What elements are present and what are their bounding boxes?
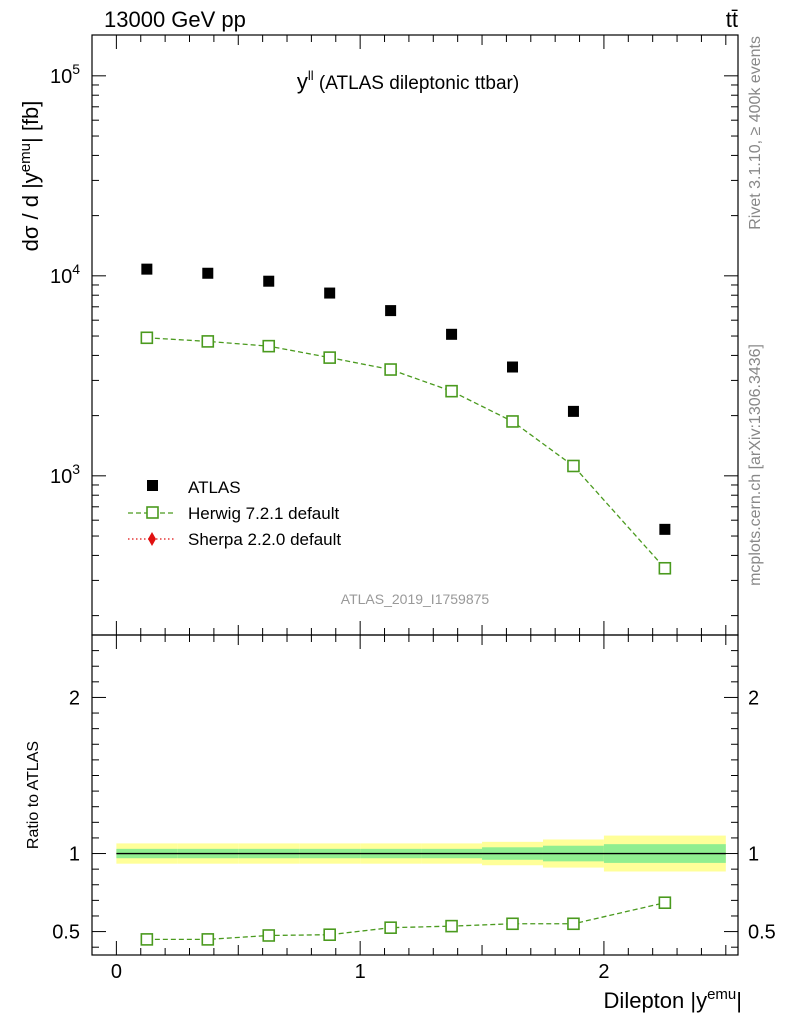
atlas-point (324, 287, 336, 299)
main-plot-title: yll (ATLAS dileptonic ttbar) (297, 68, 519, 94)
ratio-series (140, 896, 672, 946)
herwig-point (567, 459, 580, 473)
x-tick-label: 1 (355, 961, 366, 983)
herwig-ratio-point (140, 933, 154, 946)
herwig-ratio-point (201, 933, 215, 946)
ratio-plot-panel: 0.5 0.5 1 1 2 2 0 1 2 Ratio to ATLAS Dilepton |… (25, 634, 776, 1013)
rivet-version-label: Rivet 3.1.10, ≥ 400k events (747, 36, 764, 230)
legend-sherpa-label: Sherpa 2.2.0 default (188, 530, 341, 549)
herwig-ratio-point (323, 928, 336, 942)
herwig-point (262, 339, 276, 353)
herwig-point (140, 331, 154, 345)
herwig-point (201, 335, 215, 348)
herwig-ratio-point (506, 917, 519, 931)
main-plot-panel: 103 104 105 dσ / d |yemu| [fb] yll (ATLAS … (17, 34, 739, 636)
main-y-tick-label: 105 (50, 61, 80, 88)
legend-atlas-marker (147, 480, 158, 491)
herwig-point (445, 384, 458, 398)
x-axis-label: Dilepton |yemu| (604, 986, 742, 1013)
ratio-x-ticks: 0 1 2 (111, 635, 727, 983)
legend-herwig-label: Herwig 7.2.1 default (188, 504, 339, 523)
herwig-ratio-point (384, 921, 397, 934)
atlas-point (507, 361, 519, 373)
herwig-ratio-line (146, 902, 666, 941)
legend: ATLAS Herwig 7.2.1 default Sherpa 2.2.0 … (128, 478, 341, 549)
atlas-point (202, 267, 214, 279)
header-energy-label: 13000 GeV pp (104, 7, 246, 32)
herwig-point (384, 363, 397, 376)
herwig-point (323, 351, 336, 364)
herwig-ratio-point (658, 896, 672, 910)
atlas-point (659, 523, 671, 535)
ratio-y-tick-label: 1 (69, 844, 80, 866)
ratio-y-tick-label: 0.5 (52, 922, 80, 944)
main-x-ticks (115, 35, 727, 635)
legend-sherpa-marker (148, 532, 156, 546)
main-y-axis-label: dσ / d |yemu| [fb] (17, 101, 43, 252)
ratio-y-tick-label: 2 (69, 687, 80, 709)
analysis-id-label: ATLAS_2019_I1759875 (341, 591, 490, 607)
main-series (140, 263, 672, 575)
main-y-tick-label: 103 (50, 461, 80, 488)
main-y-ticks: 103 104 105 (50, 61, 738, 617)
legend-herwig-marker (146, 506, 159, 519)
herwig-line (146, 337, 666, 569)
atlas-point (141, 263, 153, 275)
ratio-plot-frame (91, 634, 739, 956)
mcplots-label: mcplots.cern.ch [arXiv:1306.3436] (747, 344, 764, 586)
ratio-y-ticks: 0.5 0.5 1 1 2 2 (52, 650, 776, 948)
x-tick-label: 0 (111, 961, 122, 983)
herwig-point (658, 561, 672, 575)
header-process-label: tt̄ (726, 7, 738, 32)
herwig-ratio-point (567, 917, 580, 931)
ratio-y-axis-label: Ratio to ATLAS (25, 741, 42, 849)
ratio-y-tick-label-right: 0.5 (748, 922, 776, 944)
atlas-point (385, 305, 397, 317)
ratio-y-tick-label-right: 2 (748, 687, 759, 709)
main-y-tick-label: 104 (50, 261, 80, 288)
atlas-point (446, 328, 458, 340)
atlas-point (263, 275, 275, 287)
ratio-y-tick-label-right: 1 (748, 844, 759, 866)
atlas-point (567, 405, 579, 417)
legend-atlas-label: ATLAS (188, 478, 241, 497)
x-tick-label: 2 (598, 961, 609, 983)
herwig-ratio-point (262, 929, 276, 942)
herwig-point (506, 415, 519, 428)
herwig-ratio-point (445, 919, 458, 933)
